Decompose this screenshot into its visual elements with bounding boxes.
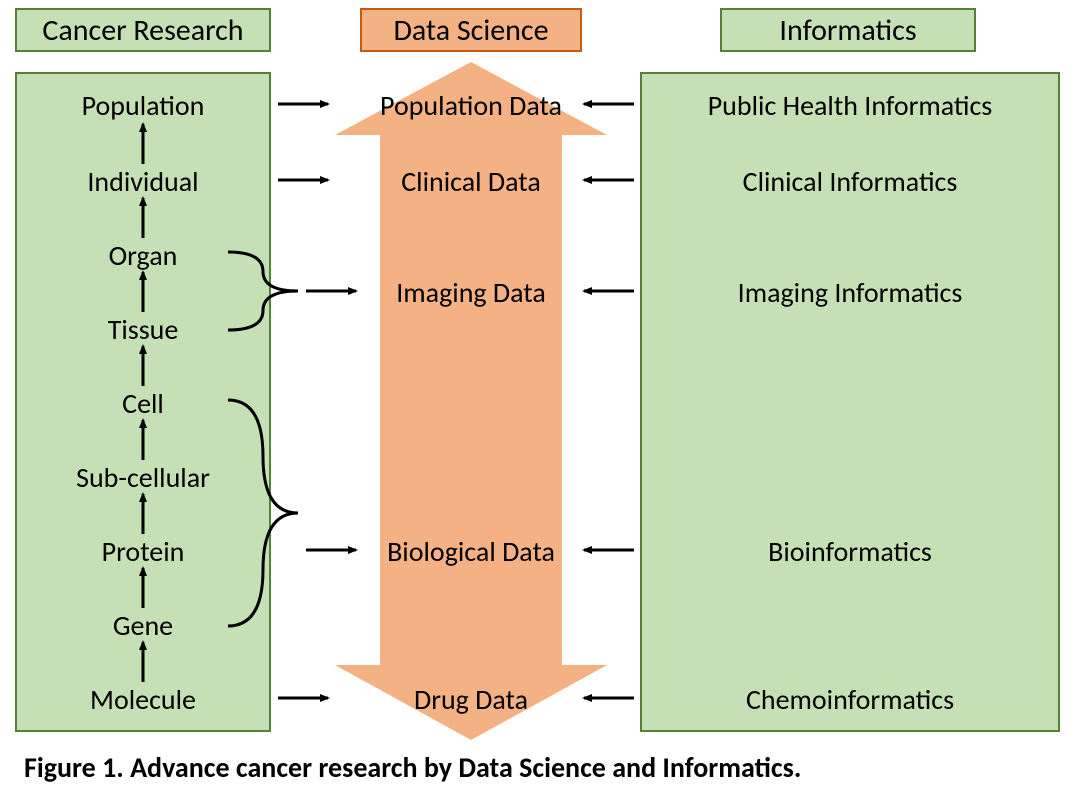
informatics-imaging_inf: Imaging Informatics <box>640 275 1060 310</box>
data-population_data: Population Data <box>335 88 607 123</box>
header-data-science-label: Data Science <box>393 12 548 49</box>
level-population: Population <box>15 88 271 123</box>
header-cancer-research-label: Cancer Research <box>42 12 243 49</box>
figure-caption: Figure 1. Advance cancer research by Dat… <box>24 750 801 785</box>
informatics-bioinformatics: Bioinformatics <box>640 534 1060 569</box>
informatics-chemoinformatics: Chemoinformatics <box>640 682 1060 717</box>
level-molecule: Molecule <box>15 682 271 717</box>
informatics-public_health_inf: Public Health Informatics <box>640 88 1060 123</box>
level-organ: Organ <box>15 238 271 273</box>
level-cell: Cell <box>15 386 271 421</box>
level-individual: Individual <box>15 164 271 199</box>
data-imaging_data: Imaging Data <box>335 275 607 310</box>
header-data-science: Data Science <box>360 8 582 52</box>
header-informatics-label: Informatics <box>779 12 916 49</box>
diagram-canvas: Cancer Research Data Science Informatics… <box>0 0 1085 806</box>
header-informatics: Informatics <box>720 8 976 52</box>
level-subcellular: Sub-cellular <box>15 460 271 495</box>
data-biological_data: Biological Data <box>335 534 607 569</box>
figure-caption-text: Figure 1. Advance cancer research by Dat… <box>24 750 801 785</box>
header-cancer-research: Cancer Research <box>15 8 271 52</box>
level-gene: Gene <box>15 608 271 643</box>
level-protein: Protein <box>15 534 271 569</box>
level-tissue: Tissue <box>15 312 271 347</box>
data-drug_data: Drug Data <box>335 682 607 717</box>
informatics-clinical_inf: Clinical Informatics <box>640 164 1060 199</box>
data-clinical_data: Clinical Data <box>335 164 607 199</box>
